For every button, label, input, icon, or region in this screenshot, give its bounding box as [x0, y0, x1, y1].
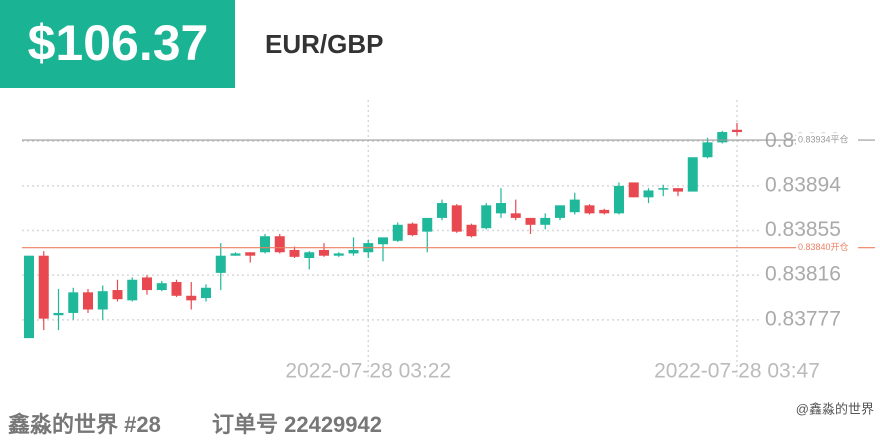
reference-label: 0.83840开仓 — [798, 241, 849, 252]
candle-body — [584, 205, 595, 214]
candle-body — [510, 213, 521, 218]
price: $106.37 — [28, 15, 209, 71]
candle-body — [142, 277, 152, 291]
y-tick-label: 0.83855 — [765, 218, 841, 241]
candle-body — [422, 217, 433, 232]
candle-body — [658, 188, 669, 190]
candle-body — [614, 185, 624, 214]
candle-body — [407, 223, 418, 236]
candle-body — [717, 132, 728, 143]
x-tick-label: 2022-07-28 03:22 — [285, 360, 451, 383]
y-tick-label: 0.83777 — [765, 307, 841, 330]
candle-body — [569, 199, 580, 213]
candle-body — [673, 188, 683, 192]
candle-body — [599, 209, 610, 214]
candle-body — [643, 190, 654, 198]
watermark: @鑫淼的世界 — [796, 401, 874, 416]
candle-body — [466, 224, 477, 237]
candle-body — [333, 253, 344, 256]
candle-body — [702, 142, 713, 158]
candle-body — [186, 295, 197, 301]
candle-body — [215, 255, 226, 273]
candle-body — [127, 279, 138, 301]
symbol: EUR/GBP — [265, 29, 383, 59]
y-tick-label: 0.83894 — [765, 173, 841, 196]
candle-body — [97, 291, 108, 310]
candle-body — [230, 253, 241, 256]
candle-body — [201, 287, 211, 299]
candle-body — [289, 249, 300, 257]
account: 鑫淼的世界 #28 — [8, 412, 161, 437]
reference-label-bg — [796, 133, 858, 148]
candle-body — [68, 292, 79, 313]
price-badge — [0, 0, 235, 88]
candle-body — [260, 236, 270, 253]
candle-body — [555, 205, 565, 218]
x-tick-label: 2022-07-28 03:47 — [654, 360, 820, 383]
candle-body — [24, 255, 34, 339]
order-number: 订单号 22429942 — [212, 412, 382, 437]
candle-body — [540, 217, 551, 225]
candle-body — [496, 203, 506, 214]
y-tick-label: 0.83816 — [765, 263, 841, 286]
candle-body — [687, 157, 698, 192]
candle-body — [112, 290, 123, 300]
candle-body — [451, 205, 462, 232]
candle-body — [392, 224, 403, 241]
candle-body — [274, 236, 285, 253]
candle-body — [171, 282, 182, 296]
candle-body — [437, 203, 447, 218]
candle-body — [156, 283, 167, 291]
candle-body — [378, 237, 388, 245]
candle-body — [319, 249, 329, 256]
candle-body — [245, 252, 256, 256]
candle-body — [53, 312, 64, 316]
candle-body — [304, 252, 315, 258]
candle-body — [83, 292, 93, 310]
candle-body — [628, 182, 639, 198]
reference-label-bg — [796, 240, 858, 255]
candle-body — [481, 205, 492, 229]
candle-body — [38, 255, 49, 319]
candle-body — [525, 217, 536, 225]
candle-body — [732, 129, 742, 133]
candle-body — [348, 249, 359, 254]
reference-label: 0.83934平仓 — [798, 133, 849, 144]
